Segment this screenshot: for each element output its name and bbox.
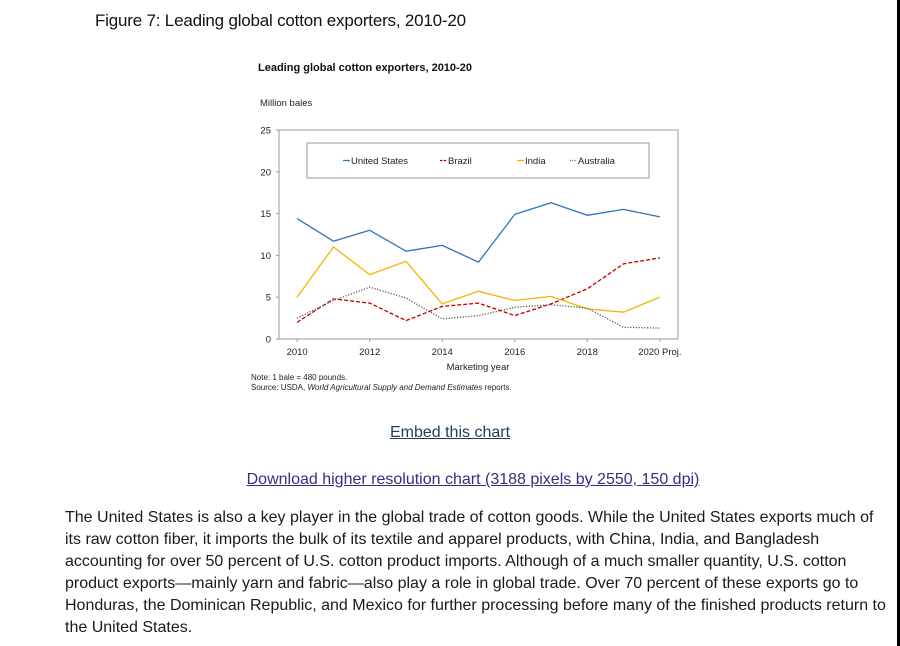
legend-label-united-states: United States <box>351 156 408 167</box>
download-hi-res-link[interactable]: Download higher resolution chart (3188 p… <box>246 471 700 488</box>
plot-area-frame <box>278 129 679 340</box>
series-line-united-states <box>296 202 661 263</box>
legend-items: United States Brazil India Australia <box>343 156 616 167</box>
legend-label-brazil: Brazil <box>448 156 472 167</box>
x-axis-label: Marketing year <box>447 362 510 373</box>
y-tick-label: 10 <box>260 251 271 262</box>
y-tick-label: 5 <box>266 293 271 304</box>
series-line-australia <box>296 286 660 329</box>
chart-source-suffix: reports. <box>482 383 511 392</box>
x-tick-label: 2014 <box>432 347 453 358</box>
chart-title: Leading global cotton exporters, 2010-20 <box>258 62 472 74</box>
cotton-exports-line-chart: Leading global cotton exporters, 2010-20… <box>251 62 682 392</box>
chart-source: Source: USDA, World Agricultural Supply … <box>251 383 512 392</box>
series-line-india <box>296 246 661 313</box>
chart-source-title: World Agricultural Supply and Demand Est… <box>307 383 482 392</box>
x-tick-label: 2016 <box>504 347 525 358</box>
embed-chart-link[interactable]: Embed this chart <box>389 424 511 441</box>
body-paragraph: The United States is also a key player i… <box>65 509 886 636</box>
y-tick-label: 15 <box>260 209 271 220</box>
series-line-brazil <box>296 257 661 323</box>
chart-note: Note: 1 bale = 480 pounds. <box>251 373 347 382</box>
x-tick-label: 2018 <box>577 347 598 358</box>
y-tick-label: 0 <box>266 335 271 346</box>
x-axis-ticks: 2010 2012 2014 2016 2018 2020 Proj. <box>287 339 682 358</box>
y-axis-label: Million bales <box>260 98 313 109</box>
y-tick-label: 20 <box>260 167 271 178</box>
figure-title: Figure 7: Leading global cotton exporter… <box>95 11 466 30</box>
legend: United States Brazil India Australia <box>306 142 650 179</box>
page-right-border <box>897 0 900 646</box>
legend-label-australia: Australia <box>578 156 616 167</box>
legend-box <box>306 142 650 179</box>
y-tick-label: 25 <box>260 126 271 137</box>
legend-label-india: India <box>525 156 546 167</box>
chart-figure: Leading global cotton exporters, 2010-20… <box>240 50 700 400</box>
series-layer <box>296 202 661 329</box>
x-tick-label: 2020 Proj. <box>638 347 681 358</box>
x-tick-label: 2012 <box>359 347 380 358</box>
y-axis-ticks: 0 5 10 15 20 25 <box>260 126 279 346</box>
x-tick-label: 2010 <box>287 347 308 358</box>
chart-source-prefix: Source: USDA, <box>251 383 307 392</box>
